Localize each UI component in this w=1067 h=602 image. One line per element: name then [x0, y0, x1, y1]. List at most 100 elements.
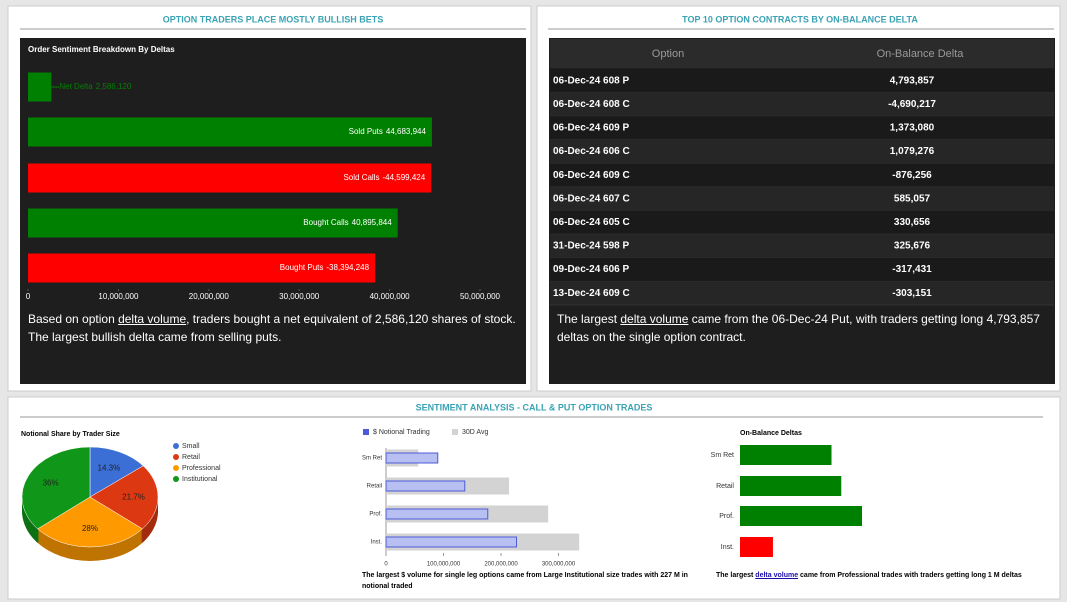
- value-label: 40,895,844: [352, 218, 393, 227]
- x-tick-label: 0: [26, 292, 31, 301]
- pie-slice: [37, 496, 143, 548]
- legend-label: Small: [182, 443, 200, 450]
- cell: 330,656: [894, 217, 931, 228]
- category-label: Sold Puts: [349, 127, 383, 136]
- bottom-panel: [7, 396, 1061, 600]
- legend-label: $ Notional Trading: [373, 429, 430, 436]
- bar: [740, 506, 862, 526]
- cell: 1,079,276: [890, 146, 935, 157]
- text: came from the 06-Dec-24 Put, with trader…: [557, 312, 1040, 344]
- bar: [28, 117, 432, 147]
- bar: [28, 253, 376, 283]
- cell: -876,256: [892, 170, 932, 181]
- cell: -317,431: [892, 264, 932, 275]
- panel-title: TOP 10 OPTION CONTRACTS BY ON-BALANCE DE…: [682, 14, 918, 24]
- text-block: The largest $ volume for single leg opti…: [362, 572, 688, 590]
- cell: 06-Dec-24 606 C: [553, 146, 630, 157]
- x-tick-label: 300,000,000: [542, 562, 576, 568]
- data-label: 28%: [82, 524, 98, 533]
- cell: 06-Dec-24 608 P: [553, 75, 629, 86]
- category-label: Bought Puts: [280, 263, 324, 272]
- bar: [385, 452, 439, 464]
- text: , traders bought a net equivalent of 2,5…: [28, 312, 516, 344]
- link: delta volume: [620, 312, 689, 326]
- column-header: On-Balance Delta: [877, 48, 965, 60]
- text-block: Based on option delta volume, traders bo…: [28, 310, 520, 346]
- cell: -4,690,217: [888, 99, 936, 110]
- table-row: [550, 92, 1054, 117]
- category-label: Net Delta: [59, 82, 93, 91]
- table-row: [550, 257, 1054, 282]
- data-label: 36%: [43, 478, 59, 487]
- category-label: Bought Calls: [303, 218, 348, 227]
- legend-label: Retail: [182, 454, 200, 461]
- panel-title: OPTION TRADERS PLACE MOSTLY BULLISH BETS: [163, 14, 384, 24]
- cell: 09-Dec-24 606 P: [553, 264, 629, 275]
- bar: [28, 72, 52, 102]
- column-header: Option: [652, 48, 684, 60]
- x-tick-label: 0: [384, 562, 388, 568]
- cell: 31-Dec-24 598 P: [553, 241, 629, 252]
- pie-slice: [21, 446, 91, 530]
- category-label: Inst.: [371, 540, 383, 546]
- cell: 06-Dec-24 605 C: [553, 217, 630, 228]
- table-row: [550, 139, 1054, 164]
- bar: [740, 445, 832, 465]
- cell: 585,057: [894, 193, 931, 204]
- paragraph: The largest delta volume came from the 0…: [557, 310, 1049, 346]
- cell: 4,793,857: [890, 75, 935, 86]
- bar: [28, 163, 432, 193]
- category-label: Sold Calls: [343, 173, 379, 182]
- table-row: [550, 116, 1054, 140]
- legend-swatch: [173, 476, 179, 482]
- category-label: Sm Ret: [711, 452, 734, 459]
- text: Based on option: [28, 312, 119, 326]
- data-label: Sold Puts 44,683,944: [349, 127, 427, 136]
- cell: 06-Dec-24 608 C: [553, 99, 630, 110]
- cell: -303,151: [892, 288, 932, 299]
- category-label: Retail: [367, 484, 382, 490]
- x-tick-label: 50,000,000: [460, 292, 501, 301]
- table-row: [550, 234, 1054, 258]
- x-tick-label: 200,000,000: [484, 562, 518, 568]
- cell: 06-Dec-24 607 C: [553, 193, 630, 204]
- text: The largest: [716, 572, 756, 579]
- table-row: [550, 210, 1054, 235]
- data-label: 14.3%: [98, 463, 121, 472]
- pie-slice: [89, 446, 144, 498]
- paragraph: Based on option delta volume, traders bo…: [28, 310, 520, 346]
- data-label: Net Delta 2,586,120: [59, 82, 132, 91]
- bar: [740, 537, 773, 557]
- table-row: [550, 69, 1054, 93]
- bar: [385, 480, 466, 492]
- pie-slice: [89, 465, 159, 530]
- category-label: Retail: [716, 483, 734, 490]
- table-row: [550, 163, 1054, 187]
- table-row: [550, 187, 1054, 211]
- data-label: Sold Calls -44,599,424: [343, 173, 425, 182]
- chart-title: On-Balance Deltas: [740, 430, 802, 437]
- bar: [740, 476, 842, 496]
- x-tick-label: 10,000,000: [98, 292, 139, 301]
- text: came from Professional trades with trade…: [798, 572, 1022, 579]
- cell: 325,676: [894, 241, 931, 252]
- text-block: The largest delta volume came from the 0…: [557, 310, 1049, 346]
- link: delta volume: [118, 312, 187, 326]
- x-tick-label: 100,000,000: [427, 562, 461, 568]
- x-tick-label: 20,000,000: [189, 292, 230, 301]
- data-label: Bought Puts -38,394,248: [280, 263, 370, 272]
- value-label: 44,683,944: [386, 127, 427, 136]
- cell: 1,373,080: [890, 123, 935, 134]
- chart-title: Order Sentiment Breakdown By Deltas: [28, 45, 175, 54]
- legend-swatch: [363, 429, 369, 435]
- value-label: -44,599,424: [382, 173, 425, 182]
- legend-label: Professional: [182, 465, 221, 472]
- value-label: 2,586,120: [96, 82, 132, 91]
- category-label: Sm Ret: [362, 456, 382, 462]
- paragraph: The largest delta volume came from Profe…: [716, 572, 1022, 579]
- category-label: Inst.: [721, 544, 734, 551]
- data-label: 21.7%: [122, 492, 145, 501]
- x-tick-label: 40,000,000: [370, 292, 411, 301]
- legend-swatch: [173, 465, 179, 471]
